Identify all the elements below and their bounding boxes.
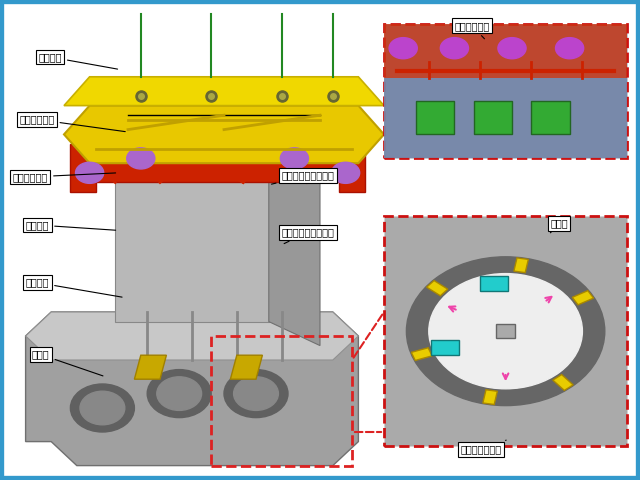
Circle shape <box>440 37 468 59</box>
Circle shape <box>76 162 104 183</box>
Bar <box>384 24 627 78</box>
Bar <box>431 340 459 355</box>
Polygon shape <box>269 158 320 346</box>
Text: 柔性吊索: 柔性吊索 <box>26 220 116 230</box>
Polygon shape <box>115 134 320 182</box>
Text: 楔形块顶紧机构: 楔形块顶紧机构 <box>461 440 506 454</box>
Polygon shape <box>83 154 352 182</box>
Polygon shape <box>427 280 448 296</box>
Bar <box>384 78 627 158</box>
Bar <box>496 324 515 338</box>
Bar <box>531 101 570 134</box>
Circle shape <box>80 391 125 425</box>
Text: 钢管桩上部抱桩系统: 钢管桩上部抱桩系统 <box>271 170 335 184</box>
Circle shape <box>406 257 605 406</box>
Bar <box>339 144 365 192</box>
Circle shape <box>429 274 582 389</box>
Polygon shape <box>115 158 269 322</box>
Circle shape <box>498 37 526 59</box>
Bar <box>211 336 352 466</box>
Text: 三向调位机构: 三向调位机构 <box>13 172 116 182</box>
Circle shape <box>389 37 417 59</box>
Circle shape <box>147 370 211 418</box>
Polygon shape <box>553 374 573 390</box>
Polygon shape <box>134 355 166 379</box>
Bar <box>416 101 454 134</box>
Circle shape <box>556 37 584 59</box>
Bar <box>474 101 512 134</box>
Polygon shape <box>26 312 358 466</box>
Circle shape <box>332 162 360 183</box>
Bar <box>481 276 509 291</box>
Polygon shape <box>483 390 497 405</box>
Polygon shape <box>64 77 384 106</box>
Circle shape <box>157 377 202 410</box>
Polygon shape <box>64 106 384 163</box>
Text: 首节墩台: 首节墩台 <box>26 277 122 297</box>
Polygon shape <box>26 312 358 360</box>
Circle shape <box>224 370 288 418</box>
Text: 底部承托桁架: 底部承托桁架 <box>19 114 125 132</box>
Circle shape <box>280 148 308 169</box>
Bar <box>384 24 627 158</box>
Polygon shape <box>572 290 593 305</box>
Text: 吊具主梁: 吊具主梁 <box>38 52 118 69</box>
Circle shape <box>70 384 134 432</box>
Circle shape <box>234 377 278 410</box>
Polygon shape <box>230 355 262 379</box>
Text: 钢吊杆: 钢吊杆 <box>32 349 103 376</box>
Circle shape <box>127 148 155 169</box>
Polygon shape <box>412 348 432 360</box>
Bar <box>384 216 627 446</box>
Text: 剪力键: 剪力键 <box>550 218 568 233</box>
Polygon shape <box>514 258 529 273</box>
Text: 钢管桩下部抱桩系统: 钢管桩下部抱桩系统 <box>282 227 335 244</box>
Bar <box>70 144 96 192</box>
Text: 墩身顶紧机构: 墩身顶紧机构 <box>454 21 490 39</box>
